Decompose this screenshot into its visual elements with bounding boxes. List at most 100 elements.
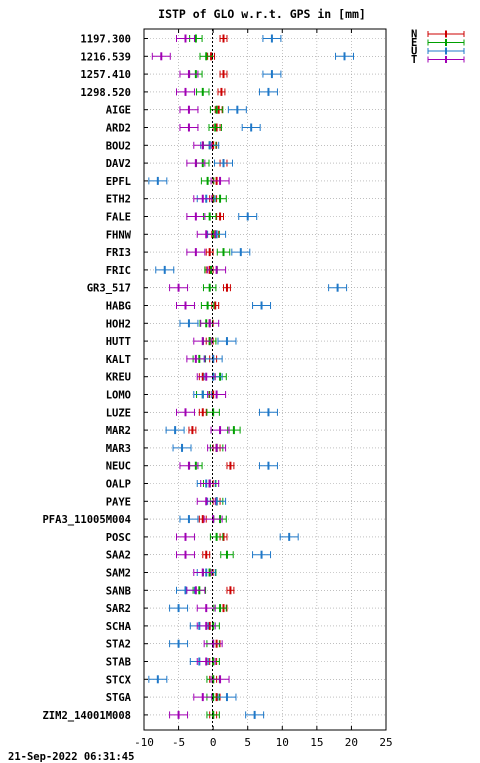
station-label: 1298.520 (80, 87, 131, 99)
data-point-t (186, 212, 206, 221)
station-label: MAR2 (106, 425, 131, 437)
data-point-n (216, 212, 225, 221)
data-point-t (186, 586, 206, 595)
legend-label-t: T (411, 54, 417, 66)
data-point-t (179, 123, 199, 132)
data-point-t (175, 550, 195, 559)
station-label: 1257.410 (80, 69, 131, 81)
grid (144, 29, 386, 730)
station-label: MAR3 (106, 443, 131, 455)
data-point-e (196, 87, 210, 96)
legend-swatch-t (427, 56, 465, 63)
data-point-n (202, 550, 211, 559)
data-point-e (200, 301, 215, 310)
x-tick-label: 15 (310, 736, 323, 749)
data-point-n (198, 408, 207, 417)
data-point-t (175, 408, 195, 417)
data-point-n (226, 461, 235, 470)
station-label: DAV2 (106, 158, 131, 170)
data-point-u (231, 248, 251, 257)
data-point-u (279, 532, 299, 541)
data-point-u (252, 550, 272, 559)
data-point-n (198, 515, 207, 524)
data-point-e (208, 123, 222, 132)
data-point-e (206, 710, 220, 719)
station-label: 1197.300 (80, 34, 131, 46)
station-labels: 1197.300 1216.539 1257.410 1298.520 AIGE ARD2… (42, 34, 148, 722)
station-label: STA2 (106, 639, 131, 651)
x-tick-label: -5 (172, 736, 185, 749)
data-point-u (258, 87, 278, 96)
data-point-t (186, 354, 206, 363)
station-label: HABG (106, 301, 131, 313)
data-point-t (175, 87, 195, 96)
data-point-u (165, 426, 185, 435)
data-point-t (175, 532, 195, 541)
x-tick-label: 0 (210, 736, 217, 749)
data-point-u (245, 710, 265, 719)
station-label: STGA (106, 692, 132, 704)
data-point-u (172, 443, 192, 452)
station-label: SAM2 (106, 568, 131, 580)
data-point-u (217, 693, 237, 702)
data-point-u (148, 176, 168, 185)
legend-swatch-u (427, 47, 465, 55)
data-point-t (179, 70, 199, 79)
data-point-n (219, 34, 228, 43)
data-point-u (203, 354, 223, 363)
data-point-t (186, 248, 206, 257)
station-label: OALP (106, 479, 131, 491)
data-point-e (209, 532, 224, 541)
station-label: FHNW (106, 229, 132, 241)
x-tick-label: 10 (276, 736, 289, 749)
data-point-u (217, 337, 237, 346)
data-point-t (169, 283, 189, 292)
station-label: SAR2 (106, 603, 131, 615)
data-point-t (207, 443, 227, 452)
data-point-n (205, 248, 214, 257)
data-point-t (200, 479, 220, 488)
data-point-u (155, 265, 175, 274)
data-point-t (200, 319, 220, 328)
legend-label-u: U (411, 46, 417, 58)
station-label: PAYE (106, 496, 131, 508)
data-point-t (186, 159, 206, 168)
data-point-t (196, 372, 216, 381)
station-label: SANB (106, 585, 131, 597)
x-axis: -10 -5 0 5 10 15 20 25 (134, 29, 393, 749)
plot-frame (143, 28, 387, 731)
station-label: POSC (106, 532, 131, 544)
data-point-u (335, 52, 355, 61)
data-point-t (207, 265, 227, 274)
data-point-u (227, 105, 247, 114)
data-marks (148, 34, 355, 719)
station-label: FRI3 (106, 247, 131, 259)
station-label: STAB (106, 657, 131, 669)
legend-swatch-e (427, 39, 465, 46)
station-label: HOH2 (106, 318, 131, 330)
data-point-t (210, 675, 230, 684)
data-point-u (258, 461, 278, 470)
x-tick-label: -10 (134, 736, 154, 749)
data-point-u (238, 212, 258, 221)
data-point-t (193, 337, 213, 346)
station-label: STCX (106, 674, 132, 686)
legend-label-n: N (411, 29, 417, 41)
data-point-n (226, 586, 235, 595)
legend-swatch-n (427, 30, 465, 38)
station-label: ETH2 (106, 194, 131, 206)
station-label: SAA2 (106, 550, 131, 562)
data-point-t (193, 194, 213, 203)
data-point-t (179, 105, 199, 114)
data-point-u (262, 34, 282, 43)
data-point-e (202, 283, 217, 292)
timestamp: 21-Sep-2022 06:31:45 (8, 751, 134, 763)
station-label: KREU (106, 372, 131, 384)
data-point-n (219, 70, 228, 79)
data-point-e (220, 550, 234, 559)
data-point-t (203, 515, 223, 524)
x-tick-label: 5 (244, 736, 251, 749)
data-point-u (328, 283, 348, 292)
data-point-t (179, 461, 199, 470)
